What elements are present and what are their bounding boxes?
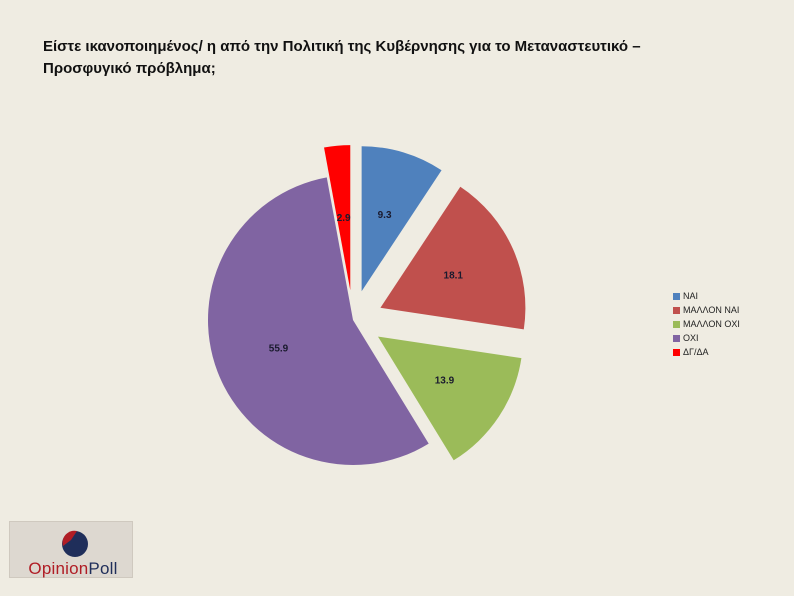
pie-slice bbox=[361, 146, 442, 292]
chart-title-line-1: Είστε ικανοποιημένος/ η από την Πολιτική… bbox=[43, 38, 641, 55]
legend: ΝΑΙ ΜΑΛΛΟΝ ΝΑΙ ΜΑΛΛΟΝ ΟΧΙ ΟΧΙ ΔΓ/ΔΑ bbox=[673, 289, 740, 359]
chart-title: Είστε ικανοποιημένος/ η από την Πολιτική… bbox=[43, 36, 743, 80]
data-label: 2.9 bbox=[337, 213, 351, 224]
legend-item: ΜΑΛΛΟΝ ΝΑΙ bbox=[673, 303, 740, 317]
legend-label: ΝΑΙ bbox=[683, 291, 699, 301]
legend-label: ΜΑΛΛΟΝ ΟΧΙ bbox=[683, 319, 740, 329]
legend-label: ΜΑΛΛΟΝ ΝΑΙ bbox=[683, 305, 740, 315]
data-label: 9.3 bbox=[378, 210, 392, 221]
legend-swatch bbox=[673, 348, 680, 356]
logo-word-opinion: Opinion bbox=[28, 559, 89, 578]
legend-item: ΝΑΙ bbox=[673, 289, 740, 303]
legend-swatch bbox=[673, 320, 680, 328]
logo-text: OpinionPoll bbox=[14, 559, 132, 579]
legend-item: ΟΧΙ bbox=[673, 331, 740, 345]
legend-label: ΔΓ/ΔΑ bbox=[683, 347, 709, 357]
pie-slice bbox=[380, 186, 526, 330]
legend-swatch bbox=[673, 306, 680, 314]
pie-slice bbox=[207, 177, 429, 466]
logo-mark-icon bbox=[62, 530, 88, 557]
legend-item: ΔΓ/ΔΑ bbox=[673, 345, 740, 359]
data-label: 18.1 bbox=[444, 270, 464, 281]
pie-slice bbox=[324, 145, 351, 291]
pie-slice bbox=[378, 336, 522, 461]
legend-swatch bbox=[673, 292, 680, 300]
data-label: 55.9 bbox=[269, 344, 289, 355]
data-label: 13.9 bbox=[435, 376, 455, 387]
opinionpoll-logo: OpinionPoll bbox=[9, 521, 133, 578]
legend-item: ΜΑΛΛΟΝ ΟΧΙ bbox=[673, 317, 740, 331]
legend-label: ΟΧΙ bbox=[683, 333, 699, 343]
logo-word-poll: Poll bbox=[88, 559, 118, 578]
chart-title-line-2: Προσφυγικό πρόβλημα; bbox=[43, 60, 216, 77]
legend-swatch bbox=[673, 334, 680, 342]
